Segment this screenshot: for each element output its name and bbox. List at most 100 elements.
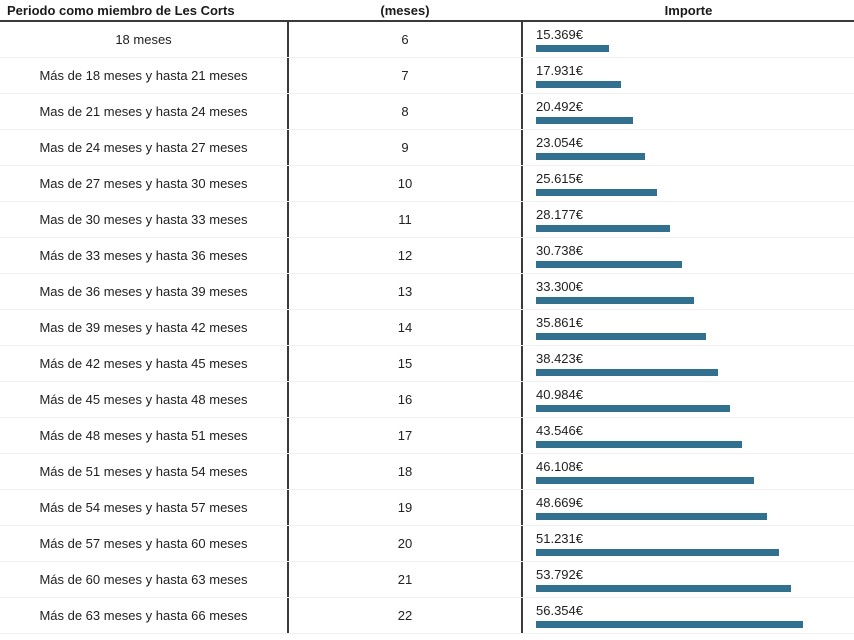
importe-bar-track bbox=[536, 297, 803, 304]
importe-cell: 30.738€ bbox=[523, 238, 854, 273]
importe-bar bbox=[536, 333, 706, 340]
meses-cell: 19 bbox=[287, 490, 523, 525]
importe-value-label: 35.861€ bbox=[536, 315, 583, 330]
importe-bar bbox=[536, 297, 694, 304]
table-body: 18 meses 6 15.369€ Más de 18 meses y hasta … bbox=[0, 22, 854, 634]
importe-bar bbox=[536, 621, 803, 628]
meses-cell: 21 bbox=[287, 562, 523, 597]
periodo-cell: Más de 42 meses y hasta 45 meses bbox=[39, 356, 248, 371]
meses-cell: 9 bbox=[287, 130, 523, 165]
importe-cell: 43.546€ bbox=[523, 418, 854, 453]
importe-bar bbox=[536, 405, 731, 412]
importe-bar-track bbox=[536, 81, 803, 88]
importe-bar bbox=[536, 189, 658, 196]
table-row: Más de 57 meses y hasta 60 meses 20 51.231… bbox=[0, 526, 854, 562]
importe-bar bbox=[536, 45, 609, 52]
periodo-cell: Mas de 36 meses y hasta 39 meses bbox=[39, 284, 248, 299]
meses-cell: 11 bbox=[287, 202, 523, 237]
importe-bar-track bbox=[536, 45, 803, 52]
importe-bar-track bbox=[536, 225, 803, 232]
importe-bar bbox=[536, 369, 719, 376]
importe-bar bbox=[536, 513, 767, 520]
importe-value-label: 15.369€ bbox=[536, 27, 583, 42]
importe-value-label: 53.792€ bbox=[536, 567, 583, 582]
importe-cell: 23.054€ bbox=[523, 130, 854, 165]
meses-cell: 22 bbox=[287, 598, 523, 633]
periodo-cell: 18 meses bbox=[115, 32, 172, 47]
meses-cell: 6 bbox=[287, 22, 523, 57]
meses-cell: 17 bbox=[287, 418, 523, 453]
importe-cell: 56.354€ bbox=[523, 598, 854, 633]
periodo-cell: Mas de 39 meses y hasta 42 meses bbox=[39, 320, 248, 335]
importe-bar bbox=[536, 549, 779, 556]
periodo-cell: Más de 57 meses y hasta 60 meses bbox=[39, 536, 248, 551]
importe-bar-track bbox=[536, 189, 803, 196]
importe-bar-track bbox=[536, 153, 803, 160]
importe-value-label: 17.931€ bbox=[536, 63, 583, 78]
importe-cell: 28.177€ bbox=[523, 202, 854, 237]
table-row: Más de 45 meses y hasta 48 meses 16 40.984… bbox=[0, 382, 854, 418]
importe-value-label: 20.492€ bbox=[536, 99, 583, 114]
table-row: Más de 48 meses y hasta 51 meses 17 43.546… bbox=[0, 418, 854, 454]
meses-cell: 8 bbox=[287, 94, 523, 129]
importe-bar-track bbox=[536, 369, 803, 376]
meses-cell: 10 bbox=[287, 166, 523, 201]
table-row: Mas de 27 meses y hasta 30 meses 10 25.615… bbox=[0, 166, 854, 202]
importe-cell: 53.792€ bbox=[523, 562, 854, 597]
importe-value-label: 46.108€ bbox=[536, 459, 583, 474]
table-row: Mas de 39 meses y hasta 42 meses 14 35.861… bbox=[0, 310, 854, 346]
periodo-cell: Más de 48 meses y hasta 51 meses bbox=[39, 428, 248, 443]
meses-cell: 20 bbox=[287, 526, 523, 561]
table-row: Más de 54 meses y hasta 57 meses 19 48.669… bbox=[0, 490, 854, 526]
table-row: Más de 60 meses y hasta 63 meses 21 53.792… bbox=[0, 562, 854, 598]
meses-cell: 16 bbox=[287, 382, 523, 417]
importe-value-label: 43.546€ bbox=[536, 423, 583, 438]
importe-value-label: 28.177€ bbox=[536, 207, 583, 222]
table-row: Más de 51 meses y hasta 54 meses 18 46.108… bbox=[0, 454, 854, 490]
table-row: Más de 42 meses y hasta 45 meses 15 38.423… bbox=[0, 346, 854, 382]
column-header-meses: (meses) bbox=[380, 2, 430, 18]
periodo-cell: Más de 63 meses y hasta 66 meses bbox=[39, 608, 248, 623]
meses-cell: 13 bbox=[287, 274, 523, 309]
importe-value-label: 33.300€ bbox=[536, 279, 583, 294]
table-header-row: Periodo como miembro de Les Corts (meses… bbox=[0, 0, 854, 22]
importe-cell: 46.108€ bbox=[523, 454, 854, 489]
periodo-cell: Mas de 27 meses y hasta 30 meses bbox=[39, 176, 248, 191]
meses-cell: 15 bbox=[287, 346, 523, 381]
column-header-importe: Importe bbox=[664, 2, 713, 18]
importe-value-label: 51.231€ bbox=[536, 531, 583, 546]
importe-bar bbox=[536, 441, 743, 448]
meses-cell: 18 bbox=[287, 454, 523, 489]
importe-cell: 17.931€ bbox=[523, 58, 854, 93]
importe-value-label: 23.054€ bbox=[536, 135, 583, 150]
importe-cell: 35.861€ bbox=[523, 310, 854, 345]
column-header-periodo: Periodo como miembro de Les Corts bbox=[7, 2, 235, 18]
importe-cell: 48.669€ bbox=[523, 490, 854, 525]
periodo-cell: Mas de 24 meses y hasta 27 meses bbox=[39, 140, 248, 155]
periodo-cell: Mas de 21 meses y hasta 24 meses bbox=[39, 104, 248, 119]
importe-bar bbox=[536, 477, 755, 484]
periodo-cell: Más de 45 meses y hasta 48 meses bbox=[39, 392, 248, 407]
importe-bar-track bbox=[536, 405, 803, 412]
importe-bar bbox=[536, 81, 621, 88]
meses-cell: 7 bbox=[287, 58, 523, 93]
importe-cell: 38.423€ bbox=[523, 346, 854, 381]
importe-cell: 33.300€ bbox=[523, 274, 854, 309]
periodo-cell: Más de 54 meses y hasta 57 meses bbox=[39, 500, 248, 515]
importe-bar-track bbox=[536, 333, 803, 340]
importe-cell: 51.231€ bbox=[523, 526, 854, 561]
importe-bar bbox=[536, 261, 682, 268]
importe-cell: 15.369€ bbox=[523, 22, 854, 57]
table-row: Mas de 30 meses y hasta 33 meses 11 28.177… bbox=[0, 202, 854, 238]
periodo-cell: Más de 18 meses y hasta 21 meses bbox=[39, 68, 248, 83]
table-row: Más de 18 meses y hasta 21 meses 7 17.931€ bbox=[0, 58, 854, 94]
importe-bar bbox=[536, 153, 646, 160]
importe-bar bbox=[536, 225, 670, 232]
importe-value-label: 30.738€ bbox=[536, 243, 583, 258]
importe-cell: 40.984€ bbox=[523, 382, 854, 417]
table-row: Más de 63 meses y hasta 66 meses 22 56.354… bbox=[0, 598, 854, 634]
importe-bar-track bbox=[536, 513, 803, 520]
importe-bar-track bbox=[536, 441, 803, 448]
importe-value-label: 48.669€ bbox=[536, 495, 583, 510]
